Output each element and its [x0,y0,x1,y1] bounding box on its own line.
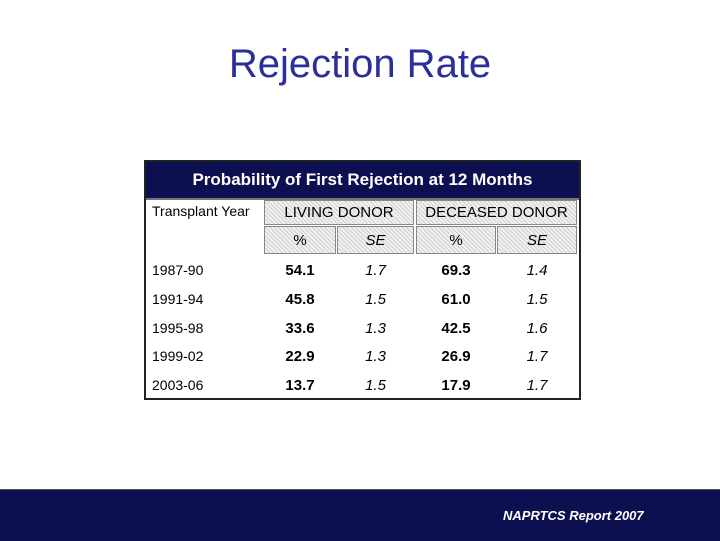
deceased-pct-header: % [416,226,496,254]
living-pct-value: 45.8 [285,290,315,308]
living-se-header: SE [337,226,414,254]
deceased-se-value: 1.5 [526,290,548,308]
row-year: 1995-98 [152,320,204,336]
deceased-se-value: 1.4 [526,261,548,279]
row-year: 1987-90 [152,262,204,278]
deceased-se-value: 1.7 [526,376,548,394]
row-year: 2003-06 [152,377,204,393]
living-se-value: 1.5 [365,290,386,308]
deceased-pct-value: 26.9 [441,347,471,365]
deceased-pct-value: 69.3 [441,261,471,279]
row-year: 1999-02 [152,348,204,364]
row-year: 1991-94 [152,291,204,307]
living-pct-value: 54.1 [285,261,315,279]
rejection-table: Probability of First Rejection at 12 Mon… [144,160,581,400]
table-caption: Probability of First Rejection at 12 Mon… [146,162,579,200]
living-donor-header: LIVING DONOR [264,200,414,225]
living-pct-value: 22.9 [285,347,315,365]
slide-title: Rejection Rate [228,42,492,86]
living-se-value: 1.5 [365,376,386,394]
living-se-value: 1.3 [365,319,386,337]
deceased-se-value: 1.7 [526,347,548,365]
deceased-se-value: 1.6 [526,319,548,337]
living-pct-value: 13.7 [285,376,315,394]
deceased-se-header: SE [497,226,577,254]
deceased-donor-header: DECEASED DONOR [416,200,577,225]
living-pct-header: % [264,226,336,254]
deceased-pct-value: 42.5 [441,319,471,337]
living-se-value: 1.7 [365,261,386,279]
year-column-header: Transplant Year [152,203,250,219]
deceased-pct-value: 61.0 [441,290,471,308]
living-se-value: 1.3 [365,347,386,365]
living-pct-value: 33.6 [285,319,315,337]
footer-banner: NAPRTCS Report 2007 [0,489,720,541]
footer-credit: NAPRTCS Report 2007 [503,508,644,523]
deceased-pct-value: 17.9 [441,376,471,394]
